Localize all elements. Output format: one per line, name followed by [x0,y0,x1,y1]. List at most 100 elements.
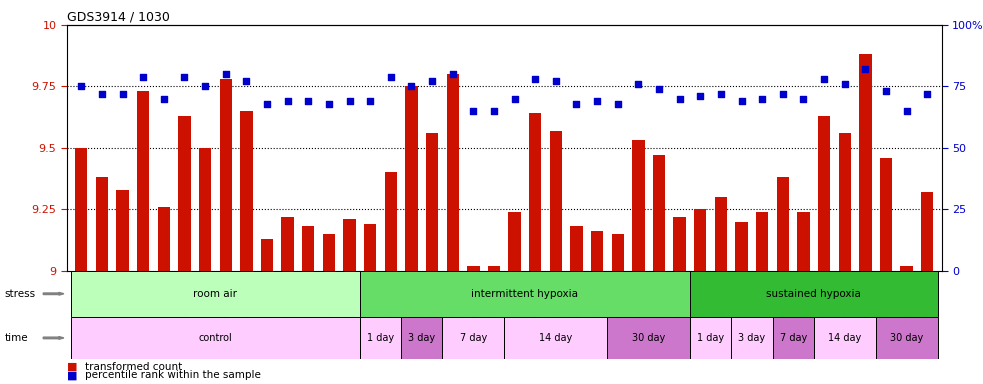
Point [816,76,832,82]
Point [878,88,894,94]
Bar [591,232,604,271]
Text: 1 day: 1 day [697,333,724,343]
Bar [508,212,521,271]
Text: 14 day: 14 day [828,333,861,343]
Bar [777,177,789,271]
Bar [607,317,690,359]
Point [713,91,728,97]
Text: room air: room air [194,289,238,299]
Bar [570,227,583,271]
Point [321,101,337,107]
Point [837,81,852,87]
Bar [814,317,876,359]
Bar [426,133,438,271]
Text: 1 day: 1 day [367,333,394,343]
Point [548,78,563,84]
Point [568,101,584,107]
Text: stress: stress [5,289,36,299]
Bar [690,317,731,359]
Bar [360,271,690,317]
Point [609,101,625,107]
Bar [442,317,504,359]
Point [651,86,666,92]
Text: intermittent hypoxia: intermittent hypoxia [472,289,578,299]
Point [527,76,543,82]
Point [94,91,110,97]
Bar [364,224,376,271]
Text: transformed count: transformed count [85,362,182,372]
Bar [360,317,401,359]
Bar [900,266,913,271]
Bar [281,217,294,271]
Bar [322,234,335,271]
Point [218,71,234,77]
Point [795,96,811,102]
Bar [694,209,707,271]
Bar [199,148,211,271]
Text: 7 day: 7 day [780,333,807,343]
Text: control: control [199,333,232,343]
Point [156,96,172,102]
Point [733,98,749,104]
Point [775,91,790,97]
Point [919,91,935,97]
Point [136,73,151,79]
Bar [880,158,893,271]
Bar [137,91,149,271]
Bar [735,222,748,271]
Point [445,71,461,77]
Bar [95,177,108,271]
Point [425,78,440,84]
Bar [690,271,938,317]
Text: ■: ■ [67,370,78,380]
Bar [504,317,607,359]
Bar [302,227,315,271]
Point [239,78,255,84]
Bar [921,192,934,271]
Point [260,101,275,107]
Text: sustained hypoxia: sustained hypoxia [767,289,861,299]
Point [506,96,522,102]
Point [115,91,131,97]
Point [301,98,317,104]
Bar [384,172,397,271]
Bar [859,55,872,271]
Bar [71,271,360,317]
Point [342,98,358,104]
Point [898,108,914,114]
Bar [219,79,232,271]
Bar [116,190,129,271]
Bar [797,212,810,271]
Bar [260,239,273,271]
Point [280,98,296,104]
Bar [178,116,191,271]
Point [198,83,213,89]
Text: ■: ■ [67,362,78,372]
Bar [838,133,851,271]
Bar [446,74,459,271]
Point [74,83,89,89]
Bar [240,111,253,271]
Bar [773,317,814,359]
Point [363,98,378,104]
Bar [343,219,356,271]
Text: 7 day: 7 day [460,333,487,343]
Point [754,96,770,102]
Point [487,108,502,114]
Point [404,83,420,89]
Bar [715,197,727,271]
Bar [549,131,562,271]
Text: time: time [5,333,29,343]
Bar [75,148,87,271]
Bar [467,266,480,271]
Point [630,81,646,87]
Point [589,98,605,104]
Point [671,96,687,102]
Point [692,93,708,99]
Bar [611,234,624,271]
Point [857,66,873,72]
Bar [157,207,170,271]
Point [466,108,482,114]
Bar [731,317,773,359]
Bar [653,155,665,271]
